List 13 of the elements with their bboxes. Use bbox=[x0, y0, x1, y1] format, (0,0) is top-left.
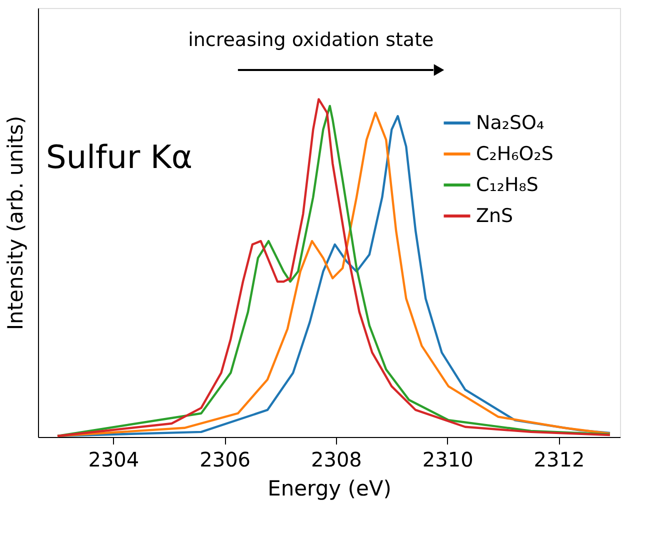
x-tick-label: 2306 bbox=[200, 448, 251, 472]
annotation: Sulfur Kα bbox=[46, 138, 192, 176]
legend-label: C₁₂H₈S bbox=[476, 174, 538, 196]
legend-label: C₂H₆O₂S bbox=[476, 143, 554, 165]
x-tick-label: 2312 bbox=[534, 448, 585, 472]
text: increasing oxidation state bbox=[188, 29, 434, 51]
legend-label: ZnS bbox=[476, 205, 514, 227]
x-tick-label: 2308 bbox=[311, 448, 362, 472]
x-tick-label: 2310 bbox=[422, 448, 474, 472]
y-axis-title: Intensity (arb. units) bbox=[4, 116, 28, 330]
x-tick-label: 2304 bbox=[88, 448, 140, 472]
legend-label: Na₂SO₄ bbox=[476, 112, 544, 134]
x-axis-title: Energy (eV) bbox=[268, 476, 392, 500]
